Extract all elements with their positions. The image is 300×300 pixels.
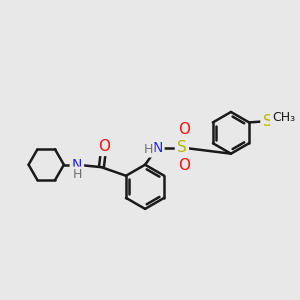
- Text: H: H: [73, 167, 82, 181]
- Text: O: O: [178, 158, 190, 173]
- Text: H: H: [144, 143, 154, 157]
- Text: CH₃: CH₃: [272, 111, 295, 124]
- Text: N: N: [72, 158, 82, 172]
- Text: O: O: [178, 122, 190, 136]
- Text: S: S: [177, 140, 187, 155]
- Text: S: S: [262, 114, 272, 129]
- Text: N: N: [152, 140, 163, 154]
- Text: O: O: [98, 139, 110, 154]
